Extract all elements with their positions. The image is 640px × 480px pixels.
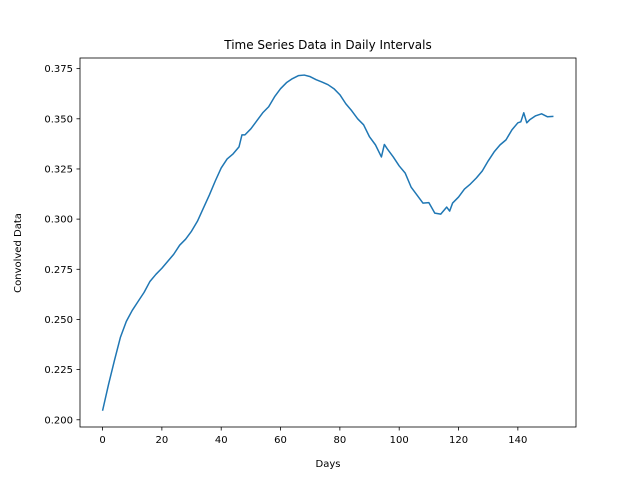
y-tick-label: 0.250: [44, 315, 73, 326]
y-tick-label: 0.350: [44, 114, 73, 125]
y-tick-label: 0.375: [44, 64, 73, 75]
x-tick-label: 40: [215, 435, 228, 446]
x-tick-label: 20: [156, 435, 169, 446]
x-tick-label: 80: [333, 435, 346, 446]
y-tick-label: 0.225: [44, 365, 73, 376]
x-axis-label: Days: [316, 459, 341, 470]
y-tick-label: 0.200: [44, 415, 73, 426]
chart-title: Time Series Data in Daily Intervals: [223, 38, 432, 52]
y-axis-label: Convolved Data: [13, 213, 24, 293]
x-tick-label: 140: [508, 435, 527, 446]
series-line-0: [101, 74, 554, 411]
y-tick-label: 0.300: [44, 215, 73, 226]
x-tick-label: 120: [449, 435, 468, 446]
x-tick-label: 60: [274, 435, 287, 446]
x-tick-label: 0: [99, 435, 105, 446]
x-tick-label: 100: [390, 435, 409, 446]
y-tick-label: 0.275: [44, 265, 73, 276]
plot-area: 0 20 40 60 80 100 120 140 0.200 0.225 0.250 0.275 0.…: [44, 57, 577, 446]
axes-frame: [79, 57, 577, 428]
y-tick-label: 0.325: [44, 164, 73, 175]
